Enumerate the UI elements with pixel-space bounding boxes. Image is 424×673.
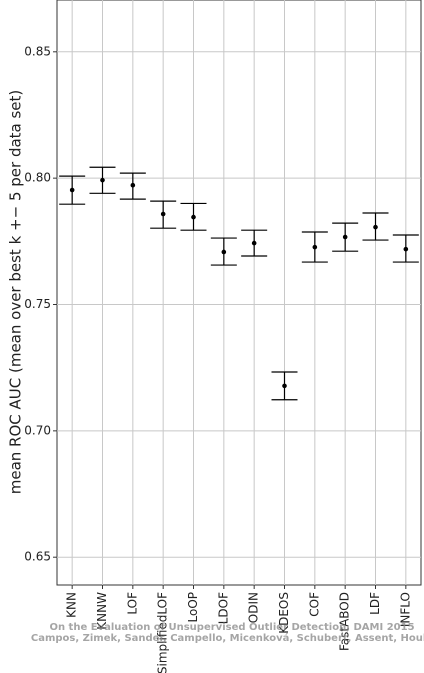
watermark: On the Evaluation of Unsupervised Outlie… — [49, 622, 414, 633]
y-tick-label: 0.70 — [24, 423, 51, 437]
y-tick-label: 0.85 — [24, 44, 51, 58]
x-tick-label: SimplifiedLOF — [156, 592, 170, 673]
point — [69, 187, 75, 193]
point — [403, 246, 409, 252]
x-tick-label: ODIN — [247, 592, 261, 623]
point — [251, 240, 257, 246]
x-tick-label: COF — [307, 592, 321, 617]
x-tick-label: KNN — [65, 592, 79, 618]
y-tick-label: 0.75 — [24, 297, 51, 311]
x-tick-label: LDF — [368, 592, 382, 615]
x-tick-label: FastABOD — [338, 592, 352, 651]
x-tick-label: LDOF — [216, 592, 230, 624]
plot-panel — [56, 0, 422, 586]
watermark: Campos, Zimek, Sander, Campello, Micenko… — [31, 632, 424, 644]
point — [342, 234, 348, 240]
x-tick-label: KNNW — [95, 592, 109, 630]
point — [100, 177, 105, 183]
x-tick-label: INFLO — [398, 592, 412, 627]
y-axis-label: mean ROC AUC (mean over best k +− 5 per … — [7, 90, 25, 495]
point — [373, 224, 378, 230]
y-tick-label: 0.80 — [24, 171, 51, 185]
x-tick-label: LOF — [125, 592, 139, 615]
point — [221, 249, 227, 255]
x-tick-label: KDEOS — [277, 592, 291, 634]
point — [130, 182, 136, 188]
point — [282, 383, 287, 389]
point — [191, 214, 196, 220]
point — [312, 244, 318, 250]
point — [160, 211, 166, 217]
y-tick-label: 0.65 — [24, 550, 51, 564]
x-tick-label: LoOP — [186, 592, 200, 623]
